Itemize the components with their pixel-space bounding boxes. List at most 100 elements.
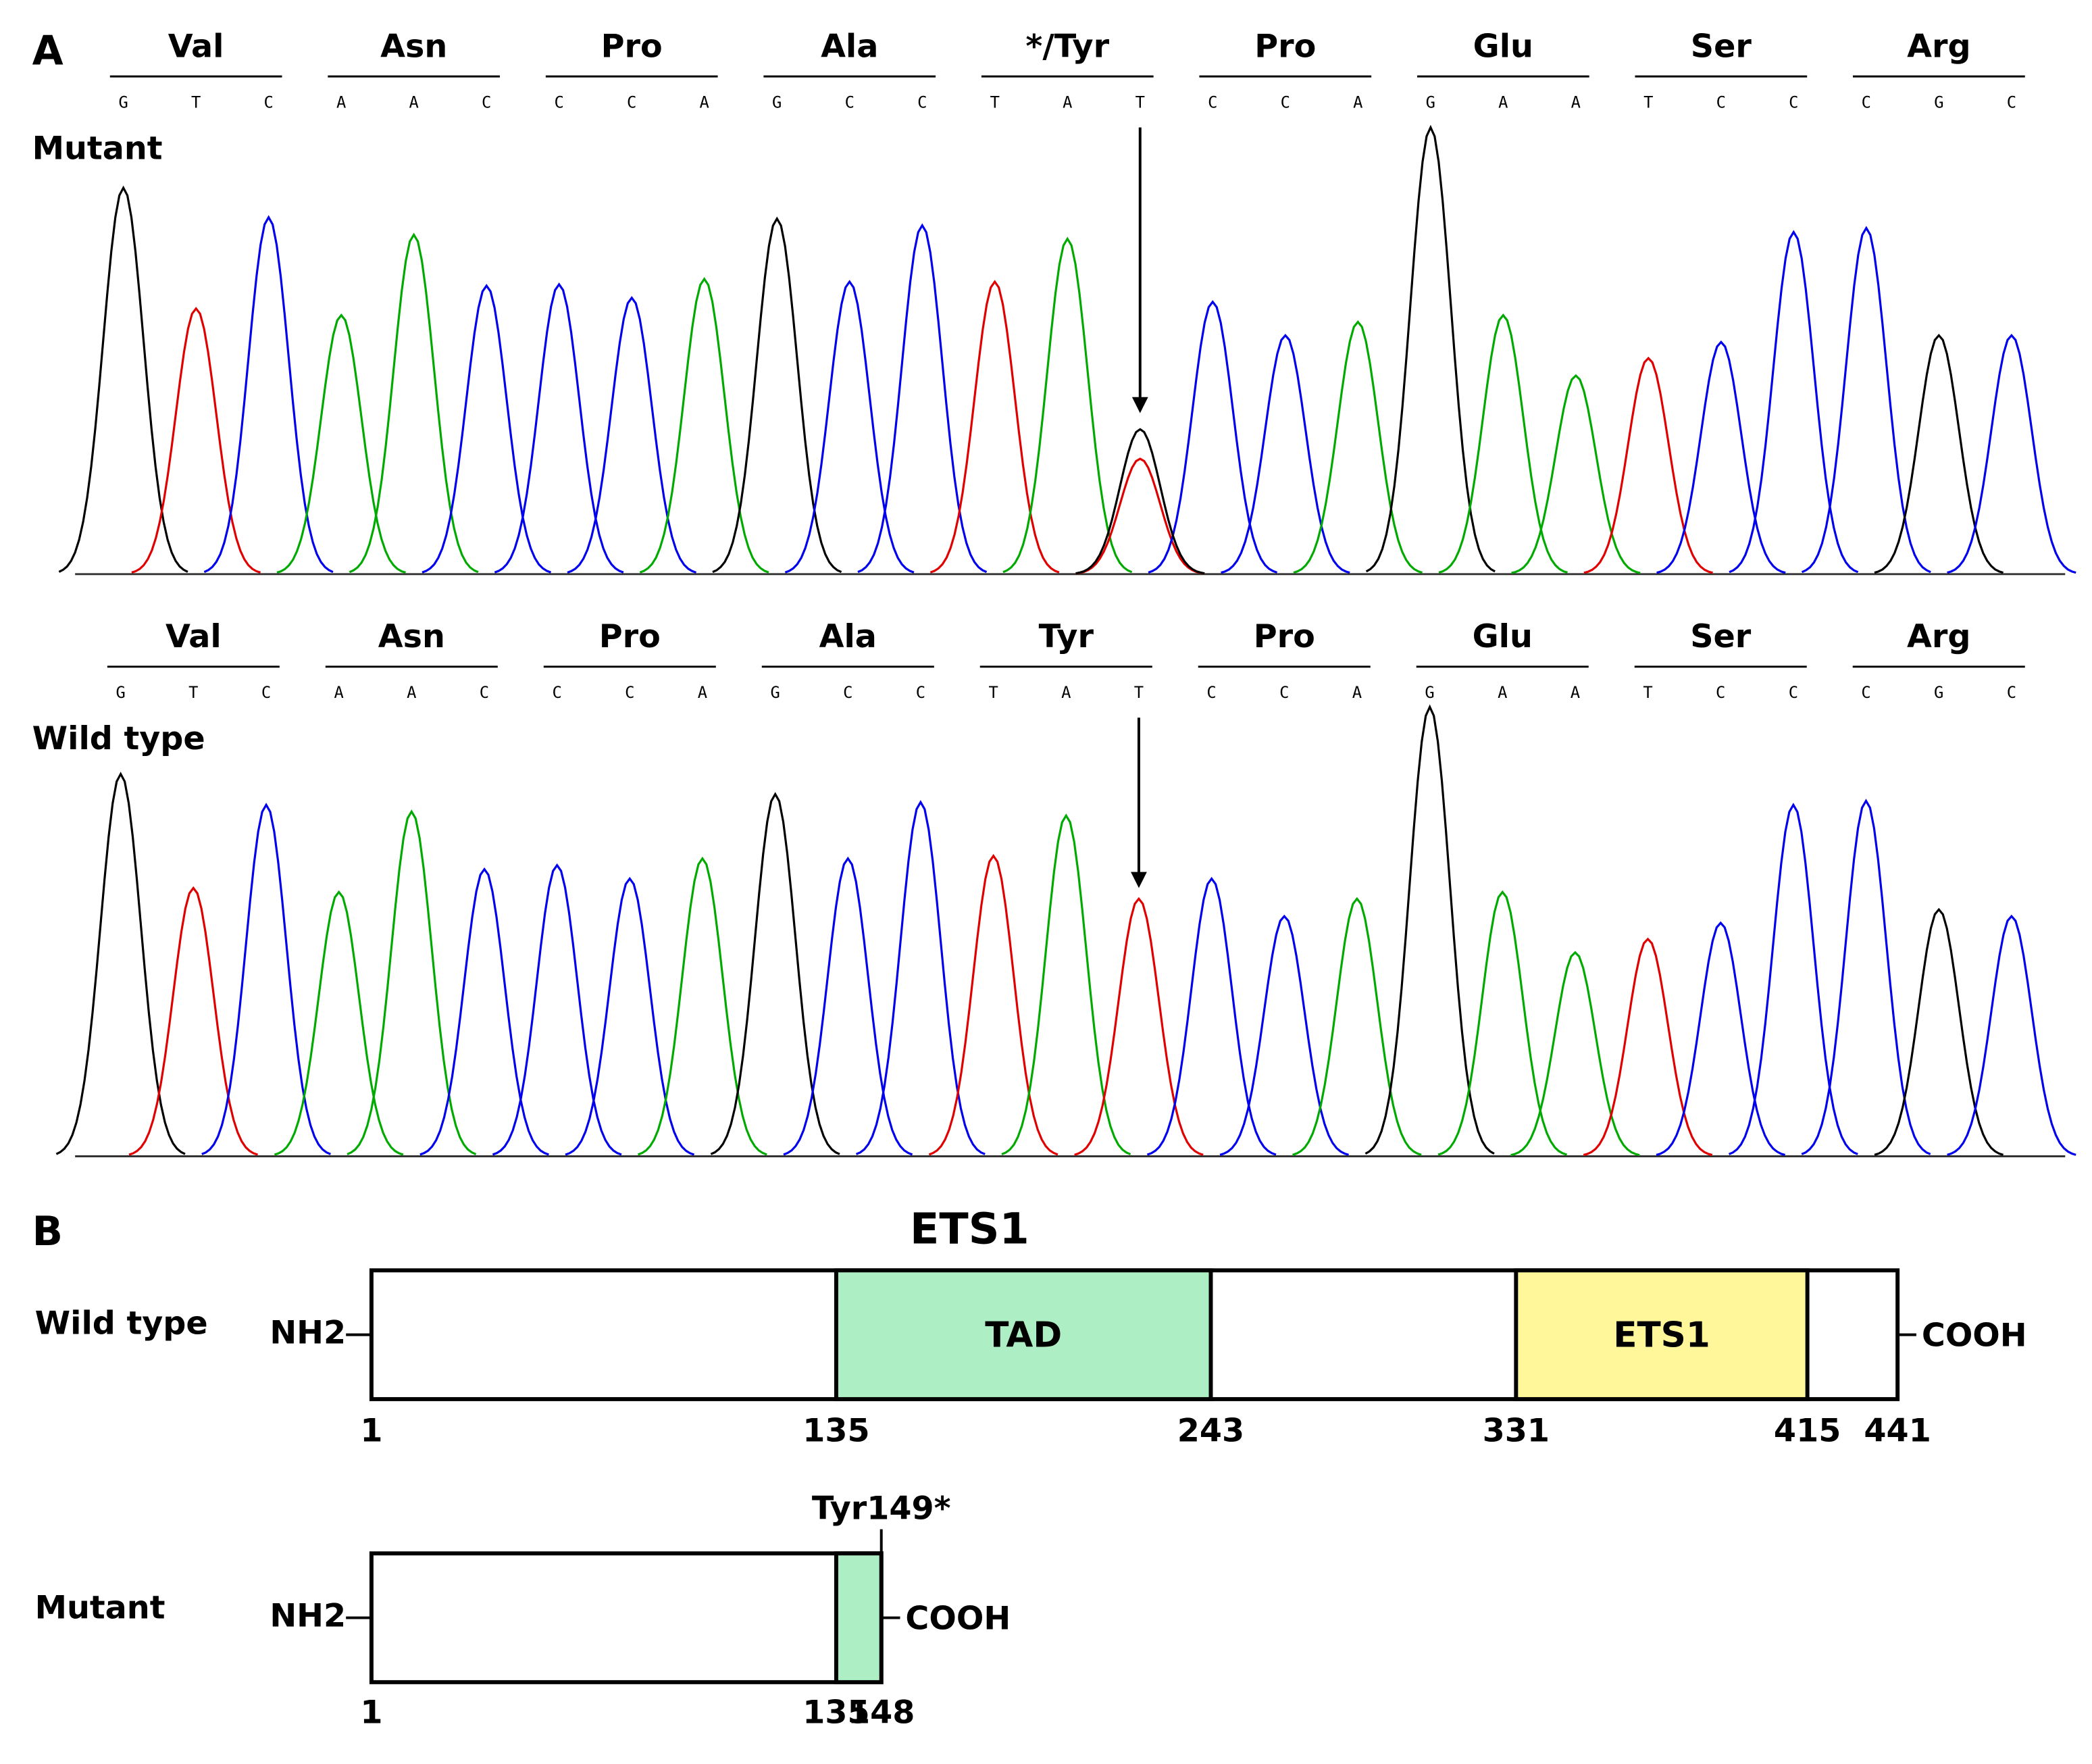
base-call: C xyxy=(845,93,854,111)
peak xyxy=(1801,799,1931,1155)
base-call: G xyxy=(118,93,128,111)
base-call: C xyxy=(917,93,927,111)
base-call: A xyxy=(698,683,707,702)
panel-label: B xyxy=(32,1209,63,1255)
peak xyxy=(1729,230,1859,574)
base-call: C xyxy=(1789,683,1798,702)
base-call: A xyxy=(409,93,419,111)
protein-label: Mutant xyxy=(35,1590,165,1627)
peak xyxy=(784,280,915,574)
peak xyxy=(1293,320,1423,574)
amino-acid: Arg xyxy=(1907,28,1970,65)
peak xyxy=(1292,897,1422,1156)
amino-acid: Ala xyxy=(821,28,878,65)
peak xyxy=(58,185,188,573)
base-call: A xyxy=(1571,93,1581,111)
position-label: 1 xyxy=(360,1413,382,1450)
peak xyxy=(1801,226,1931,574)
peak xyxy=(349,232,479,574)
amino-acid: Ser xyxy=(1691,28,1752,65)
peak xyxy=(639,277,769,574)
amino-acid: Ser xyxy=(1690,618,1752,655)
peak xyxy=(1146,876,1277,1156)
arrow-head xyxy=(1131,872,1147,888)
peak xyxy=(1148,300,1278,574)
amino-acid: Pro xyxy=(1254,28,1316,65)
peak xyxy=(712,216,842,574)
amino-acid: Glu xyxy=(1473,618,1533,655)
amino-acid: Tyr xyxy=(1039,618,1094,655)
peak xyxy=(1874,333,2004,574)
peak xyxy=(1947,333,2076,574)
peak xyxy=(494,282,624,574)
peak xyxy=(1365,124,1496,573)
base-call: C xyxy=(843,683,852,702)
base-call: C xyxy=(1206,683,1216,702)
peak xyxy=(637,856,767,1156)
position-label: 135 xyxy=(802,1413,869,1450)
base-call: T xyxy=(988,683,998,702)
base-call: T xyxy=(1643,683,1652,702)
base-call: G xyxy=(770,683,780,702)
amino-acid: Pro xyxy=(601,28,663,65)
diagram-title: ETS1 xyxy=(910,1203,1029,1253)
peak xyxy=(928,853,1058,1156)
base-call: C xyxy=(1716,683,1725,702)
peak xyxy=(203,215,334,574)
base-call: A xyxy=(1498,93,1508,111)
peak xyxy=(1947,914,2076,1156)
trace-label: Mutant xyxy=(32,130,163,167)
amino-acid: Asn xyxy=(378,618,445,655)
peak xyxy=(1510,951,1640,1157)
base-call: C xyxy=(555,93,564,111)
base-call: A xyxy=(407,683,416,702)
base-call: T xyxy=(1136,93,1145,111)
amino-acid: Ala xyxy=(819,618,877,655)
peak xyxy=(1656,340,1786,574)
base-call: T xyxy=(1134,683,1144,702)
position-label: 135 xyxy=(802,1694,869,1732)
base-call: A xyxy=(1498,683,1507,702)
peak xyxy=(1583,356,1713,574)
n-terminus: NH2 xyxy=(270,1598,346,1635)
peak xyxy=(128,886,259,1156)
peak xyxy=(1874,907,2004,1156)
base-call: T xyxy=(1643,93,1653,111)
base-call: T xyxy=(191,93,201,111)
peak xyxy=(1364,704,1495,1155)
base-call: T xyxy=(990,93,1000,111)
base-call: C xyxy=(2007,683,2016,702)
peak xyxy=(929,280,1060,574)
peak xyxy=(1583,937,1713,1157)
amino-acid: Val xyxy=(168,28,224,65)
domain xyxy=(834,1551,884,1684)
position-label: 243 xyxy=(1177,1413,1244,1450)
n-terminus: NH2 xyxy=(270,1315,346,1352)
peak xyxy=(492,863,622,1156)
base-call: A xyxy=(1353,93,1362,111)
peak xyxy=(1002,236,1133,574)
base-call: C xyxy=(627,93,636,111)
base-call: G xyxy=(1426,93,1435,111)
position-label: 1 xyxy=(360,1694,382,1732)
peak xyxy=(710,792,840,1155)
base-call: G xyxy=(116,683,126,702)
c-terminus: COOH xyxy=(1922,1317,2027,1355)
base-call: A xyxy=(334,683,343,702)
base-call: G xyxy=(1934,93,1943,111)
peak xyxy=(1221,333,1350,574)
protein-label: Wild type xyxy=(35,1305,208,1342)
peak xyxy=(565,876,695,1156)
base-call: A xyxy=(1571,683,1580,702)
peak xyxy=(1437,890,1568,1156)
peak xyxy=(1438,313,1568,574)
peak xyxy=(1656,921,1786,1157)
peak xyxy=(1001,813,1131,1156)
peak xyxy=(855,800,986,1155)
amino-acid: Asn xyxy=(380,28,447,65)
base-call: A xyxy=(700,93,709,111)
arrow-head xyxy=(1131,397,1148,413)
base-call: C xyxy=(1789,93,1798,111)
domain xyxy=(834,1268,1213,1401)
